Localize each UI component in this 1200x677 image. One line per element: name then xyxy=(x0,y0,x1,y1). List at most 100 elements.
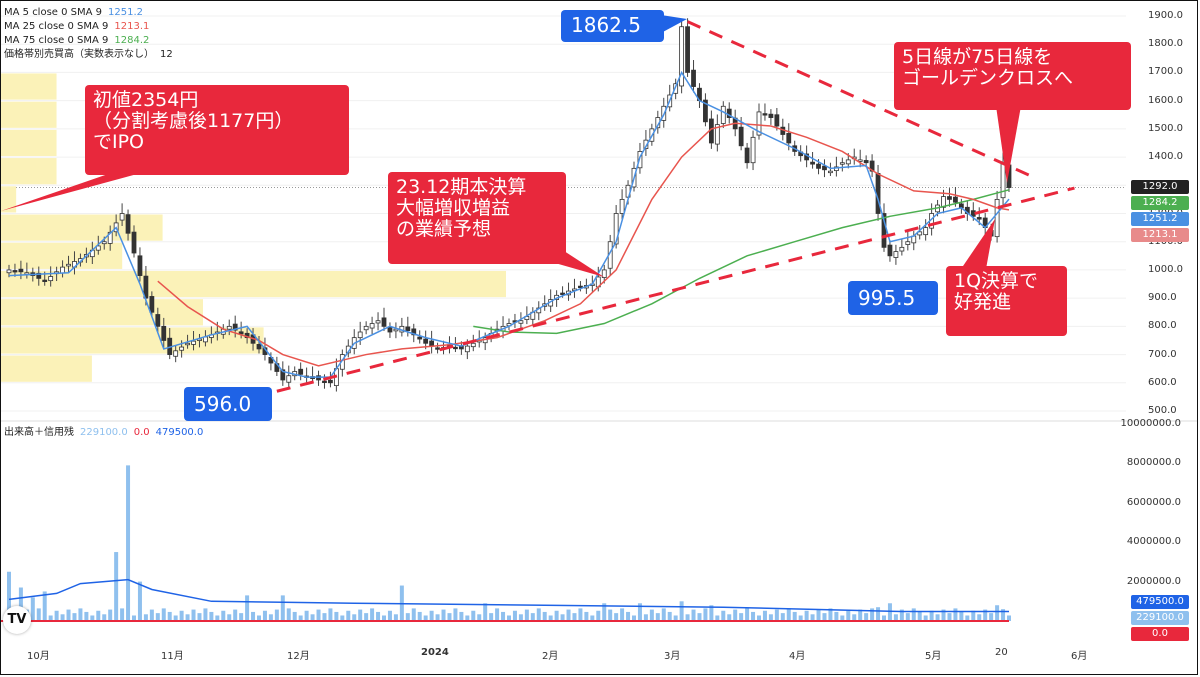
volume-bar xyxy=(643,614,648,621)
volume-bar xyxy=(512,610,517,621)
candle-up xyxy=(720,105,726,124)
legend-ma25: MA 25 close 0 SMA 9 1213.1 xyxy=(4,21,149,33)
candle-down xyxy=(387,327,393,333)
volume-bar xyxy=(542,611,547,621)
volume-bar xyxy=(459,611,464,621)
candle-up xyxy=(613,213,619,245)
volume-bar xyxy=(328,608,333,621)
volume-bar xyxy=(393,614,398,621)
volume-bar xyxy=(257,615,261,621)
volume-profile-bar xyxy=(1,355,92,382)
candle-down xyxy=(976,217,982,220)
volume-bar xyxy=(870,608,875,621)
volume-bar xyxy=(816,609,821,621)
candle-up xyxy=(756,111,762,136)
candle-down xyxy=(405,326,411,331)
volume-bar xyxy=(48,615,53,621)
volume-bar xyxy=(935,614,940,621)
legend-ma75-value: 1284.2 xyxy=(114,35,150,46)
candle-up xyxy=(95,245,101,251)
volume-bar xyxy=(762,610,767,621)
arrow-ipo xyxy=(1,173,141,211)
volume-profile-bar xyxy=(1,129,57,157)
tag-ma25: 1213.1 xyxy=(1131,228,1189,242)
candle-down xyxy=(947,196,952,200)
volume-bar xyxy=(132,615,136,621)
margin-balance-line xyxy=(8,578,1010,613)
candle-up xyxy=(60,266,65,274)
candle-up xyxy=(101,241,107,245)
candle-down xyxy=(810,161,815,165)
legend-volume: 出来高＋信用残 229100.0 0.0 479500.0 xyxy=(4,427,203,439)
volume-bar xyxy=(268,614,273,621)
candle-down xyxy=(435,347,440,350)
candle-down xyxy=(12,270,18,273)
volume-bar xyxy=(179,610,184,621)
candle-down xyxy=(560,292,565,295)
volume-bar xyxy=(620,608,625,621)
volume-bar xyxy=(632,615,636,621)
candle-down xyxy=(869,160,875,172)
volume-bar xyxy=(66,609,71,621)
volume-bar xyxy=(7,571,11,621)
volume-bar xyxy=(262,610,267,621)
volume-bar xyxy=(495,608,500,621)
candle-up xyxy=(828,170,833,174)
candle-up xyxy=(905,241,911,245)
candle-down xyxy=(238,331,244,335)
candle-down xyxy=(423,338,429,344)
ma25-line xyxy=(157,122,1010,367)
volume-bar xyxy=(971,610,976,621)
volume-bar xyxy=(626,611,631,621)
volume-bar xyxy=(441,609,446,621)
candle-down xyxy=(232,323,238,331)
volume-bar xyxy=(661,608,666,621)
candle-down xyxy=(768,113,774,118)
volume-bar xyxy=(840,615,845,621)
candle-up xyxy=(48,276,54,282)
volume-bar xyxy=(983,609,988,621)
tradingview-logo[interactable]: TV xyxy=(3,606,31,634)
volume-bar xyxy=(899,609,904,621)
candle-down xyxy=(280,369,286,381)
candle-down xyxy=(131,231,137,254)
legend-vol-label: 出来高＋信用残 xyxy=(4,427,74,438)
volume-bar xyxy=(679,601,684,621)
candle-down xyxy=(125,214,131,234)
volume-bar xyxy=(465,615,470,621)
volume-bar xyxy=(590,615,595,621)
candle-up xyxy=(601,269,607,278)
ma5-line xyxy=(8,70,1010,378)
volume-bar xyxy=(572,613,577,621)
time-tick-label: 11月 xyxy=(161,651,184,662)
volume-bar xyxy=(286,608,291,621)
candle-down xyxy=(691,69,696,87)
callout-q1: 1Q決算で 好発進 xyxy=(946,266,1067,336)
volume-bar xyxy=(691,609,696,621)
volume-bar xyxy=(876,607,881,621)
volume-profile-bar xyxy=(1,299,203,326)
volume-tick-label: 10000000.0 xyxy=(1120,418,1181,429)
volume-tick-label: 8000000.0 xyxy=(1126,457,1181,469)
volume-bar xyxy=(185,614,190,621)
tag-volume: 229100.0 xyxy=(1131,611,1189,625)
volume-bar xyxy=(941,609,946,621)
candle-up xyxy=(941,196,946,208)
candle-down xyxy=(703,99,708,123)
volume-bar xyxy=(405,613,410,621)
volume-bar xyxy=(518,614,523,621)
price-tick-label: 900.0 xyxy=(1148,292,1177,304)
volume-tick-label: 4000000.0 xyxy=(1126,536,1181,548)
legend-ma25-label: MA 25 close 0 SMA 9 xyxy=(4,21,109,32)
candle-up xyxy=(923,227,929,236)
candle-up xyxy=(369,323,375,329)
volume-bar xyxy=(584,611,589,621)
arrow-q1 xyxy=(961,219,995,269)
volume-bar xyxy=(298,615,303,621)
volume-bar xyxy=(917,611,922,621)
volume-bar xyxy=(280,595,285,621)
candle-up xyxy=(6,269,12,274)
volume-bar xyxy=(239,613,244,621)
volume-bar xyxy=(149,609,154,621)
candle-down xyxy=(155,314,161,327)
